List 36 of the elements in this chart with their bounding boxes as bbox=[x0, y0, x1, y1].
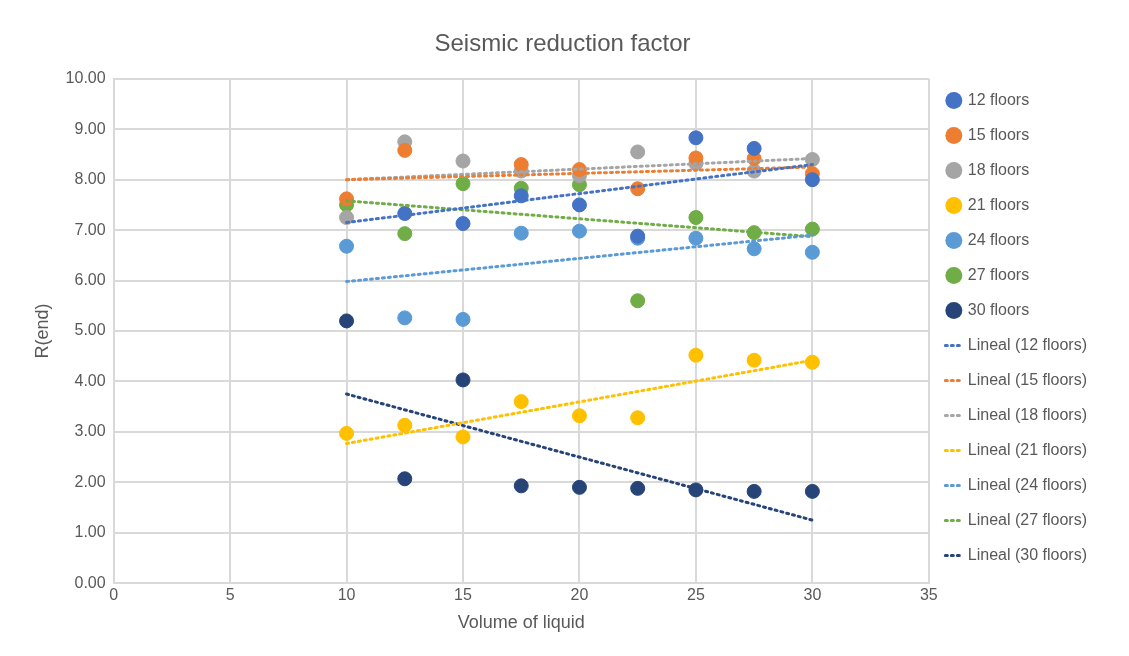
legend-label: 18 floors bbox=[967, 160, 1030, 178]
y-tick-label: 9.00 bbox=[74, 119, 106, 137]
x-tick-label: 5 bbox=[225, 586, 235, 604]
legend-label: 21 floors bbox=[967, 195, 1030, 213]
legend-label: 27 floors bbox=[967, 265, 1030, 283]
x-tick-label: 15 bbox=[454, 586, 473, 604]
legend-label: Lineal (30 floors) bbox=[967, 545, 1087, 563]
y-tick-label: 6.00 bbox=[74, 270, 106, 288]
y-tick-label: 3.00 bbox=[74, 422, 106, 440]
chart-title: Seismic reduction factor bbox=[434, 29, 691, 57]
y-tick-label: 1.00 bbox=[74, 523, 106, 541]
legend-label: Lineal (18 floors) bbox=[967, 405, 1087, 423]
y-tick-label: 8.00 bbox=[74, 170, 106, 188]
legend-label: Lineal (27 floors) bbox=[967, 510, 1087, 528]
y-tick-label: 0.00 bbox=[74, 573, 106, 591]
y-axis-title: R(end) bbox=[31, 303, 52, 359]
legend-label: 15 floors bbox=[967, 125, 1030, 143]
x-tick-label: 20 bbox=[570, 586, 589, 604]
legend-label: 12 floors bbox=[967, 90, 1030, 108]
x-tick-label: 30 bbox=[803, 586, 822, 604]
x-tick-label: 25 bbox=[687, 586, 705, 604]
legend-label: Lineal (12 floors) bbox=[967, 335, 1087, 353]
y-tick-label: 7.00 bbox=[74, 220, 106, 238]
legend-label: 24 floors bbox=[967, 230, 1030, 248]
x-tick-label: 35 bbox=[919, 586, 938, 604]
x-tick-label: 0 bbox=[109, 586, 119, 604]
y-tick-label: 2.00 bbox=[74, 472, 106, 490]
legend-label: 30 floors bbox=[967, 300, 1030, 318]
x-tick-label: 10 bbox=[337, 586, 356, 604]
legend-label: Lineal (24 floors) bbox=[967, 475, 1087, 493]
legend-label: Lineal (21 floors) bbox=[967, 440, 1087, 458]
x-axis-title: Volume of liquid bbox=[457, 612, 585, 633]
y-tick-label: 10.00 bbox=[65, 69, 106, 87]
y-tick-label: 5.00 bbox=[74, 321, 106, 339]
legend-label: Lineal (15 floors) bbox=[967, 370, 1087, 388]
y-tick-label: 4.00 bbox=[74, 371, 106, 389]
